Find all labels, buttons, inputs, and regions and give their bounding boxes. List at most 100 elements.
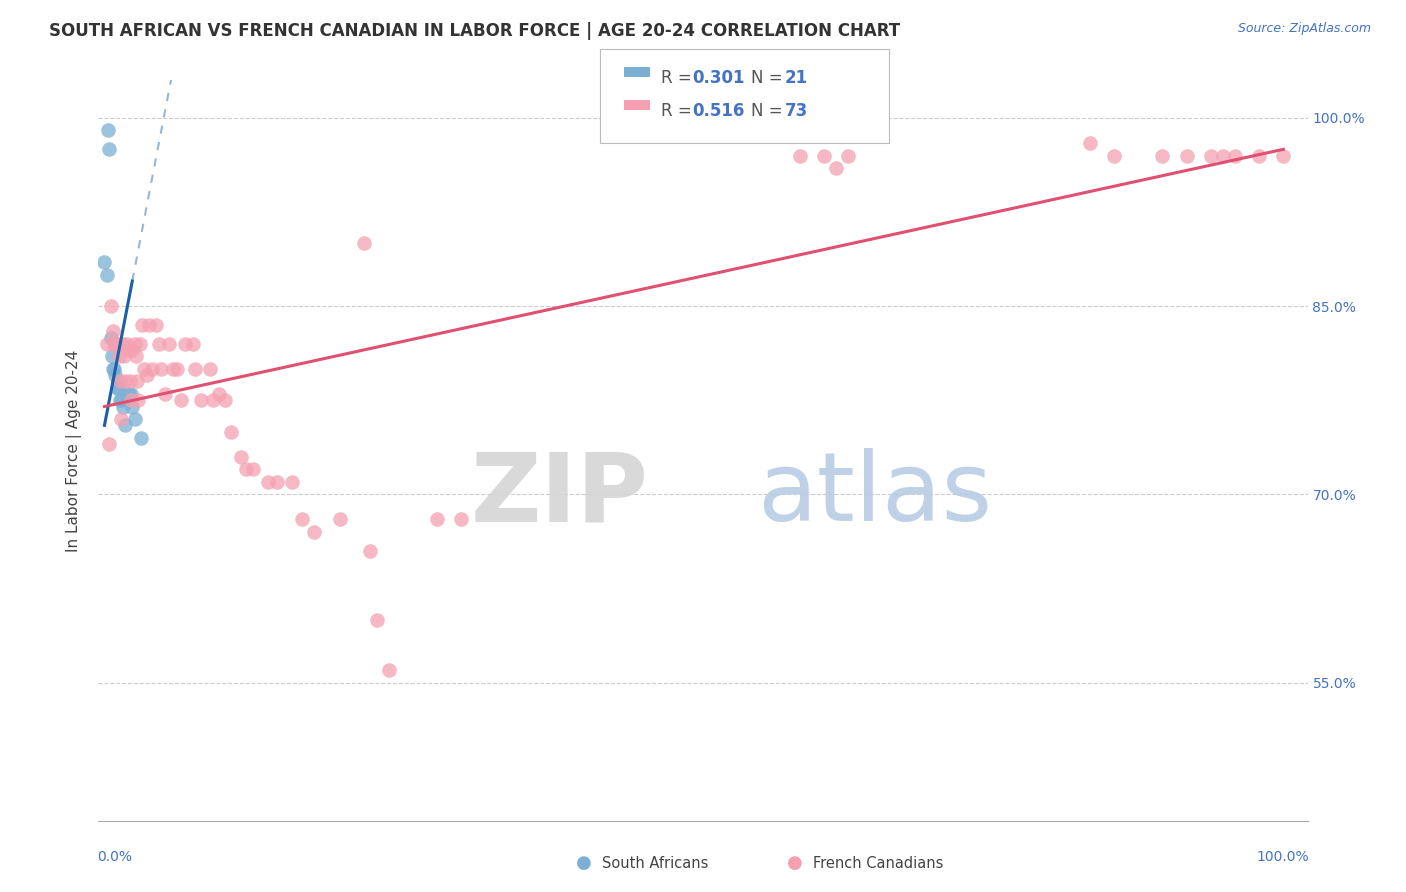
Point — [112, 349, 135, 363]
Point — [97, 123, 120, 137]
Text: R =: R = — [661, 69, 697, 87]
Point — [110, 393, 132, 408]
Point — [114, 375, 136, 389]
Point — [108, 393, 131, 408]
Point — [302, 524, 325, 539]
Point — [108, 375, 131, 389]
Point — [190, 393, 212, 408]
Text: French Canadians: French Canadians — [813, 856, 943, 871]
Point — [121, 400, 143, 414]
Point — [181, 336, 204, 351]
Point — [98, 437, 121, 451]
Point — [1102, 148, 1125, 162]
Point — [127, 375, 149, 389]
Point — [426, 512, 449, 526]
Point — [281, 475, 304, 489]
Point — [329, 512, 352, 526]
Point — [134, 362, 156, 376]
Point — [169, 393, 191, 408]
Point — [117, 336, 139, 351]
Point — [100, 299, 122, 313]
Point — [138, 318, 160, 332]
Point — [377, 663, 399, 677]
Point — [208, 387, 231, 401]
Point — [108, 349, 131, 363]
Text: ZIP: ZIP — [471, 449, 648, 541]
Point — [105, 381, 128, 395]
Text: South Africans: South Africans — [602, 856, 709, 871]
Point — [131, 318, 153, 332]
Point — [127, 393, 149, 408]
Text: 21: 21 — [785, 69, 807, 87]
Point — [129, 431, 152, 445]
Text: 0.0%: 0.0% — [97, 850, 132, 864]
Point — [120, 387, 142, 401]
Y-axis label: In Labor Force | Age 20-24: In Labor Force | Age 20-24 — [66, 350, 83, 551]
Point — [96, 336, 118, 351]
Point — [125, 349, 148, 363]
Point — [174, 336, 197, 351]
Point — [145, 318, 167, 332]
Point — [121, 343, 143, 357]
Point — [266, 475, 288, 489]
Point — [157, 336, 180, 351]
Point — [360, 544, 382, 558]
Point — [1199, 148, 1222, 162]
Text: N =: N = — [751, 69, 787, 87]
Point — [837, 148, 859, 162]
Point — [104, 336, 127, 351]
Point — [141, 362, 163, 376]
Point — [101, 324, 124, 338]
Point — [825, 161, 848, 175]
Point — [150, 362, 173, 376]
Point — [221, 425, 243, 439]
Point — [100, 330, 122, 344]
Point — [450, 512, 472, 526]
Point — [124, 412, 146, 426]
Point — [101, 362, 124, 376]
Point — [789, 148, 811, 162]
Point — [114, 418, 136, 433]
Point — [229, 450, 252, 464]
Point — [184, 362, 207, 376]
Point — [107, 375, 129, 389]
Text: 0.301: 0.301 — [692, 69, 744, 87]
Point — [118, 343, 141, 357]
Point — [110, 412, 132, 426]
Point — [242, 462, 264, 476]
Text: atlas: atlas — [758, 449, 993, 541]
Point — [813, 148, 835, 162]
Point — [353, 236, 375, 251]
Text: ●: ● — [786, 855, 803, 872]
Point — [166, 362, 188, 376]
Point — [148, 336, 170, 351]
Point — [1223, 148, 1246, 162]
Point — [111, 336, 134, 351]
Point — [104, 368, 127, 383]
Point — [1212, 148, 1234, 162]
Point — [98, 142, 121, 156]
Point — [135, 368, 157, 383]
Text: N =: N = — [751, 102, 787, 120]
Point — [235, 462, 257, 476]
Point — [103, 362, 125, 376]
Text: 100.0%: 100.0% — [1256, 850, 1309, 864]
Point — [1175, 148, 1198, 162]
Text: Source: ZipAtlas.com: Source: ZipAtlas.com — [1237, 22, 1371, 36]
Text: 73: 73 — [785, 102, 808, 120]
Point — [1078, 136, 1101, 150]
Text: ●: ● — [575, 855, 592, 872]
Point — [103, 336, 125, 351]
Text: SOUTH AFRICAN VS FRENCH CANADIAN IN LABOR FORCE | AGE 20-24 CORRELATION CHART: SOUTH AFRICAN VS FRENCH CANADIAN IN LABO… — [49, 22, 900, 40]
Point — [366, 613, 388, 627]
Point — [198, 362, 221, 376]
Point — [256, 475, 278, 489]
Point — [290, 512, 312, 526]
Point — [1152, 148, 1174, 162]
Point — [93, 255, 115, 269]
Text: 0.516: 0.516 — [692, 102, 744, 120]
Point — [214, 393, 236, 408]
Point — [107, 336, 129, 351]
Point — [120, 393, 142, 408]
Point — [124, 336, 146, 351]
